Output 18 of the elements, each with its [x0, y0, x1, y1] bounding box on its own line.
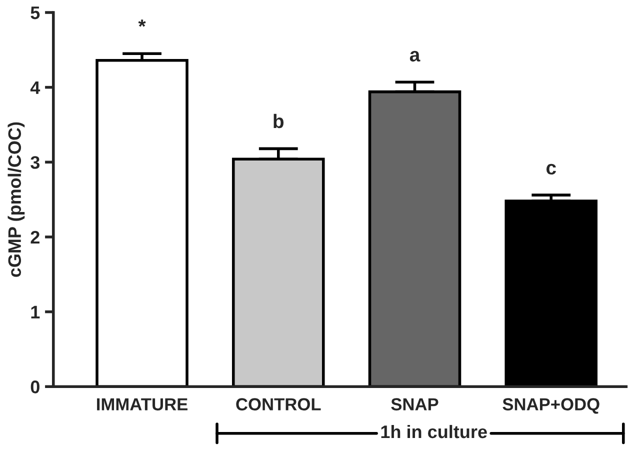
- y-tick-label: 1: [31, 306, 40, 318]
- y-tick-label: 5: [30, 6, 40, 20]
- y-tick-label: 3: [30, 156, 40, 169]
- y-tick-label: 0: [30, 380, 40, 394]
- x-tick-label: CONTROL: [236, 398, 321, 410]
- text: 1h in culture: [381, 424, 487, 438]
- bar: [96, 58, 188, 387]
- bar: [504, 200, 598, 387]
- annotation: *: [138, 20, 146, 27]
- y-tick-label: 4: [30, 81, 40, 94]
- y-axis-title: cGMP (pmol/COC): [8, 122, 25, 277]
- annotation: c: [546, 164, 556, 175]
- y-tick-label: 2: [30, 230, 40, 244]
- x-tick-label: IMMATURE: [97, 398, 188, 410]
- annotation: a: [410, 50, 420, 62]
- x-tick-label: SNAP: [391, 398, 438, 410]
- x-tick-label: SNAP+ODQ: [502, 398, 600, 414]
- annotation: b: [274, 114, 284, 128]
